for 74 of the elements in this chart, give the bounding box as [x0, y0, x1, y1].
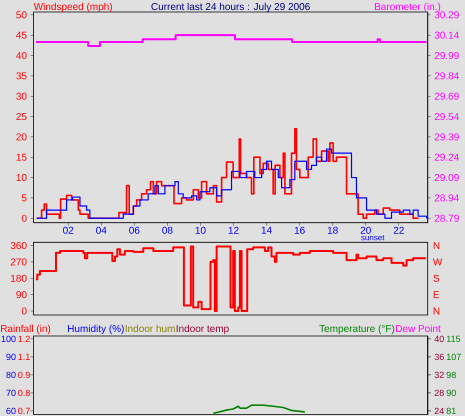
y2-tick-label: 29.99 — [434, 52, 459, 60]
y-axis-title: Windspeed (mph) — [34, 2, 112, 12]
y3-tick-label: 36 — [434, 354, 444, 360]
y-tick-label: 15 — [16, 154, 27, 161]
x-tick-label: 08 — [162, 226, 173, 234]
y-tick-label: 70 — [6, 390, 16, 396]
y-tick-label: 35 — [16, 72, 27, 80]
y-tick-label: 10 — [16, 174, 27, 182]
y-tick-label: 270 — [10, 258, 27, 266]
x-tick-label: 22 — [394, 226, 404, 234]
text: Rainfall (in) — [1, 324, 50, 334]
y2-axis-title: Barometer (in.) — [374, 2, 440, 12]
y2-tick-label: 115 — [446, 336, 460, 342]
y-tick-label: 30 — [16, 92, 27, 100]
y-tick-label: 90 — [16, 291, 27, 298]
y2-tick-label: 29.54 — [434, 113, 459, 120]
y2-tick-label: 107 — [446, 354, 461, 360]
x-tick-label: 18 — [328, 226, 338, 234]
text: Dew Point — [396, 324, 441, 332]
text: N — [434, 308, 440, 314]
text: sunset — [361, 235, 384, 240]
y-tick-label: 360 — [10, 242, 27, 250]
x-tick-label: 10 — [196, 226, 206, 234]
text: 0.7 — [18, 408, 30, 414]
y3-tick-label: 40 — [434, 336, 444, 342]
y-tick-label: 90 — [6, 354, 16, 360]
y2-tick-label: 29.09 — [434, 174, 459, 182]
text: 1.2 — [18, 336, 30, 342]
y3-tick-label: 32 — [434, 372, 444, 378]
text: W — [432, 258, 442, 266]
y2-tick-label: 81 — [446, 408, 456, 414]
line-series — [212, 404, 306, 414]
text: 0.9 — [18, 372, 30, 378]
y-tick-label: 20 — [16, 133, 27, 140]
text: N — [434, 242, 440, 250]
y2-tick-label: 29.69 — [434, 92, 459, 100]
y2-tick-label: 30.29 — [434, 11, 459, 18]
y-tick-label: 0 — [22, 307, 27, 315]
y-tick-label: 50 — [16, 11, 27, 18]
y-tick-label: 0 — [22, 214, 27, 222]
y-tick-label: 40 — [16, 52, 27, 60]
y2-tick-label: 90 — [446, 390, 456, 396]
x-tick-label: 02 — [63, 226, 74, 234]
x-tick-label: 06 — [129, 226, 140, 234]
x-tick-label: 20 — [360, 226, 371, 234]
y2-tick-label: 29.39 — [434, 133, 459, 140]
y2-tick-label: 98 — [446, 372, 456, 378]
text: 1.1 — [18, 354, 30, 360]
y-tick-label: 5 — [22, 194, 27, 202]
text: E — [434, 291, 440, 298]
text: S — [433, 274, 440, 282]
y3-tick-label: 28 — [434, 390, 444, 396]
y-tick-label: 180 — [11, 274, 27, 282]
y-axis-title: Humidity (%) — [68, 324, 124, 334]
y3-tick-label: 24 — [434, 408, 444, 414]
x-tick-label: 04 — [96, 226, 107, 234]
y2-tick-label: 28.94 — [434, 194, 459, 202]
y-tick-label: 80 — [6, 372, 16, 378]
text: Indoor hum — [126, 324, 175, 332]
x-tick-label: 14 — [262, 226, 272, 234]
y2-tick-label: 29.84 — [434, 72, 459, 80]
x-tick-label: 12 — [228, 226, 239, 234]
y2-tick-label: 29.24 — [434, 154, 459, 161]
y-tick-label: 45 — [16, 32, 27, 39]
y-tick-label: 100 — [2, 336, 16, 342]
y2-tick-label: 30.14 — [434, 32, 459, 39]
chart-title: Current last 24 hours : July 29 2006 — [151, 2, 310, 12]
y2-tick-label: 28.79 — [434, 214, 459, 222]
y-tick-label: 60 — [6, 408, 16, 414]
y-tick-label: 25 — [16, 113, 27, 120]
y3-axis-title: Indoor temp — [176, 324, 229, 334]
y2-axis-title: Temperature (°F) — [319, 324, 394, 334]
text: 0.8 — [18, 390, 30, 396]
x-tick-label: 16 — [294, 226, 305, 234]
